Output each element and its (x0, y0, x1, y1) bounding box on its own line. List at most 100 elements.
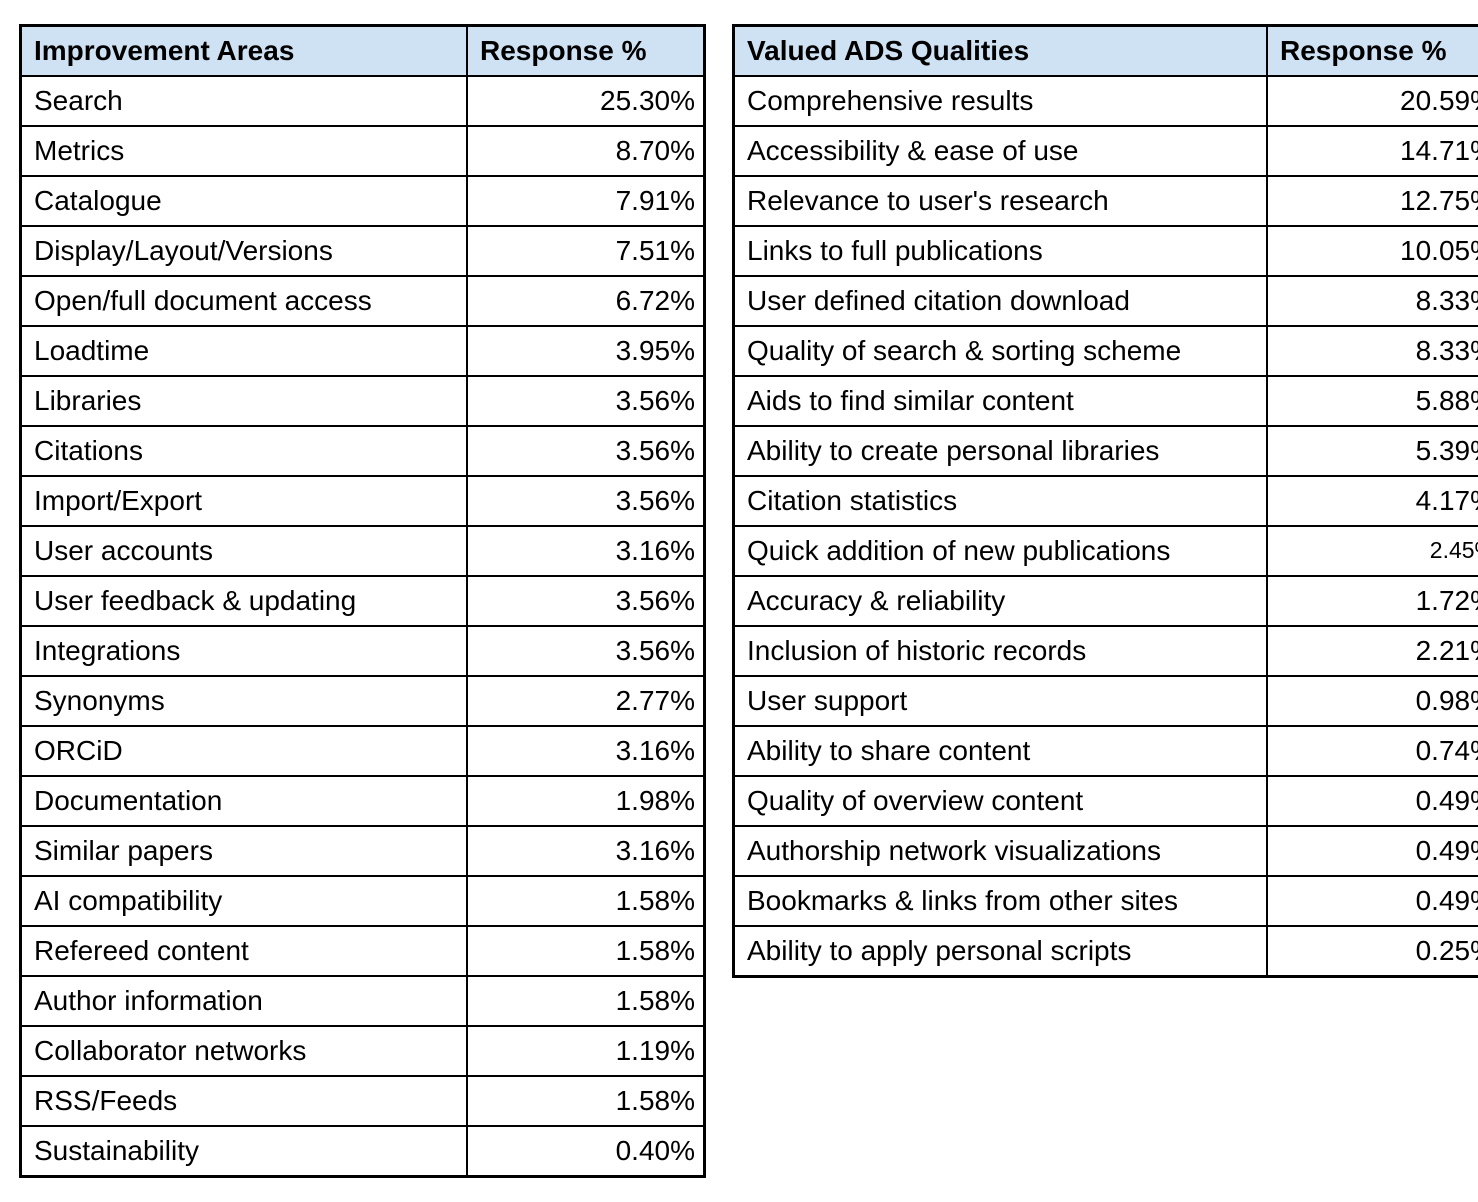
row-response-value: 14.71% (1266, 125, 1478, 177)
row-response-value: 6.72% (466, 275, 706, 327)
row-label: Libraries (19, 375, 468, 427)
table-row: Sustainability 0.40% (19, 1125, 706, 1178)
row-label: Ability to share content (732, 725, 1268, 777)
row-label: Citation statistics (732, 475, 1268, 527)
row-label: Quick addition of new publications (732, 525, 1268, 577)
row-label: Synonyms (19, 675, 468, 727)
table-row: Loadtime 3.95% (19, 325, 706, 377)
row-response-value: 0.98% (1266, 675, 1478, 727)
valued-ads-qualities-response-header: Response % (1266, 24, 1478, 77)
row-response-value: 1.19% (466, 1025, 706, 1077)
row-response-value: 0.74% (1266, 725, 1478, 777)
row-label: Display/Layout/Versions (19, 225, 468, 277)
row-label: Relevance to user's research (732, 175, 1268, 227)
row-label: ORCiD (19, 725, 468, 777)
row-label: Open/full document access (19, 275, 468, 327)
row-label: Integrations (19, 625, 468, 677)
row-response-value: 3.56% (466, 375, 706, 427)
row-response-value: 2.45% (1266, 525, 1478, 577)
row-response-value: 12.75% (1266, 175, 1478, 227)
row-response-value: 0.40% (466, 1125, 706, 1178)
table-row: User feedback & updating 3.56% (19, 575, 706, 627)
table-row: Author information 1.58% (19, 975, 706, 1027)
table-row: Open/full document access 6.72% (19, 275, 706, 327)
table-row: ORCiD 3.16% (19, 725, 706, 777)
row-label: Documentation (19, 775, 468, 827)
table-row: Collaborator networks 1.19% (19, 1025, 706, 1077)
valued-ads-qualities-header-row: Valued ADS Qualities Response % (732, 24, 1478, 77)
valued-ads-qualities-table: Valued ADS Qualities Response % Comprehe… (732, 24, 1478, 978)
row-response-value: 3.16% (466, 525, 706, 577)
row-response-value: 1.58% (466, 975, 706, 1027)
row-label: Sustainability (19, 1125, 468, 1178)
table-row: Similar papers 3.16% (19, 825, 706, 877)
row-label: Loadtime (19, 325, 468, 377)
row-response-value: 0.49% (1266, 775, 1478, 827)
row-label: Inclusion of historic records (732, 625, 1268, 677)
improvement-areas-table: Improvement Areas Response % Search 25.30… (19, 24, 706, 1178)
row-response-value: 4.17% (1266, 475, 1478, 527)
row-label: Citations (19, 425, 468, 477)
row-label: Collaborator networks (19, 1025, 468, 1077)
row-label: User accounts (19, 525, 468, 577)
row-label: Aids to find similar content (732, 375, 1268, 427)
improvement-areas-header: Improvement Areas (19, 24, 468, 77)
row-response-value: 3.95% (466, 325, 706, 377)
row-response-value: 1.58% (466, 925, 706, 977)
improvement-areas-response-header: Response % (466, 24, 706, 77)
row-label: Links to full publications (732, 225, 1268, 277)
row-response-value: 5.39% (1266, 425, 1478, 477)
table-row: Libraries 3.56% (19, 375, 706, 427)
table-row: Citations 3.56% (19, 425, 706, 477)
table-row: Catalogue 7.91% (19, 175, 706, 227)
table-row: Integrations 3.56% (19, 625, 706, 677)
row-response-value: 25.30% (466, 75, 706, 127)
row-label: Search (19, 75, 468, 127)
row-response-value: 3.56% (466, 475, 706, 527)
row-response-value: 2.77% (466, 675, 706, 727)
table-row: Import/Export 3.56% (19, 475, 706, 527)
table-row: AI compatibility 1.58% (19, 875, 706, 927)
row-response-value: 20.59% (1266, 75, 1478, 127)
row-label: Accuracy & reliability (732, 575, 1268, 627)
table-row: Documentation 1.98% (19, 775, 706, 827)
row-response-value: 1.98% (466, 775, 706, 827)
row-response-value: 3.16% (466, 825, 706, 877)
row-label: Metrics (19, 125, 468, 177)
row-response-value: 5.88% (1266, 375, 1478, 427)
row-response-value: 0.49% (1266, 825, 1478, 877)
table-row: Refereed content 1.58% (19, 925, 706, 977)
row-response-value: 8.70% (466, 125, 706, 177)
row-response-value: 0.25% (1266, 925, 1478, 978)
row-label: Author information (19, 975, 468, 1027)
row-label: Quality of overview content (732, 775, 1268, 827)
row-label: User feedback & updating (19, 575, 468, 627)
table-row: Display/Layout/Versions 7.51% (19, 225, 706, 277)
row-label: Comprehensive results (732, 75, 1268, 127)
row-label: Similar papers (19, 825, 468, 877)
valued-ads-qualities-header: Valued ADS Qualities (732, 24, 1268, 77)
row-label: Authorship network visualizations (732, 825, 1268, 877)
row-response-value: 1.58% (466, 875, 706, 927)
table-row: Metrics 8.70% (19, 125, 706, 177)
row-response-value: 0.49% (1266, 875, 1478, 927)
row-label: Import/Export (19, 475, 468, 527)
row-label: User support (732, 675, 1268, 727)
row-response-value: 7.51% (466, 225, 706, 277)
row-label: Ability to apply personal scripts (732, 925, 1268, 978)
